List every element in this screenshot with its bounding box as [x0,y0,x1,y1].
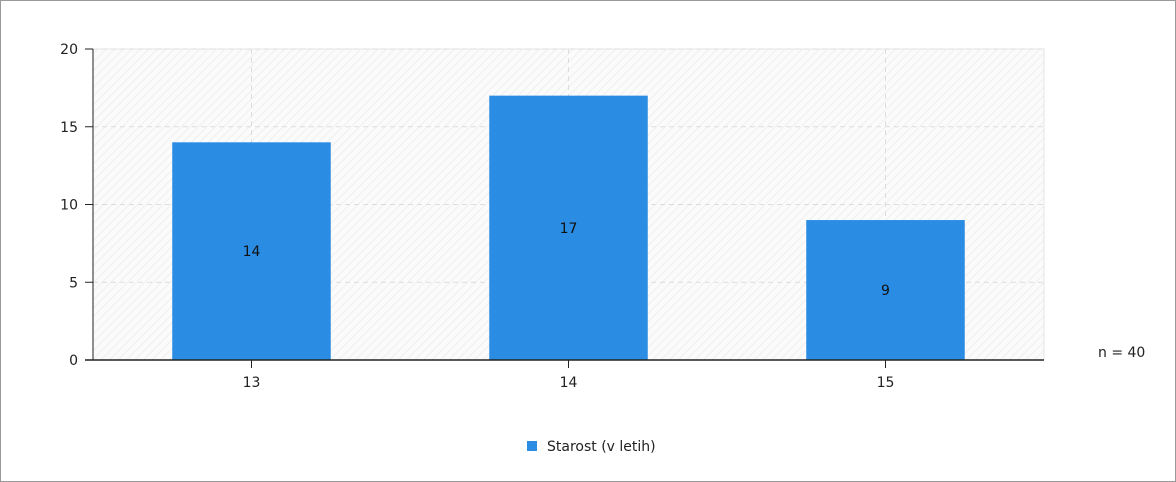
y-tick-label: 10 [60,198,78,214]
x-axis-ticks: 13 14 15 [243,360,895,391]
bar[interactable] [489,95,648,361]
y-tick-label: 15 [60,120,78,136]
bar-value-label: 17 [560,221,578,237]
legend-swatch [527,441,537,451]
x-tick-label: 13 [243,375,261,391]
legend-label: Starost (v letih) [547,439,656,455]
y-tick-label: 5 [69,275,78,291]
bar-value-label: 9 [881,283,890,299]
sample-size-annotation: n = 40 [1098,345,1145,361]
bar-chart: 0 5 10 15 20 13 14 15 14 17 9 n = 40 Starost (v … [60,42,1145,455]
y-axis-ticks: 0 5 10 15 20 [60,42,93,369]
bars [172,95,965,361]
y-tick-label: 0 [69,353,78,369]
data-labels: 14 17 9 [243,221,890,299]
x-tick-label: 14 [560,375,578,391]
y-tick-label: 20 [60,42,78,58]
legend: Starost (v letih) [527,439,656,455]
bar-value-label: 14 [243,244,261,260]
x-tick-label: 15 [877,375,895,391]
bar[interactable] [172,142,331,360]
bar[interactable] [806,220,965,360]
